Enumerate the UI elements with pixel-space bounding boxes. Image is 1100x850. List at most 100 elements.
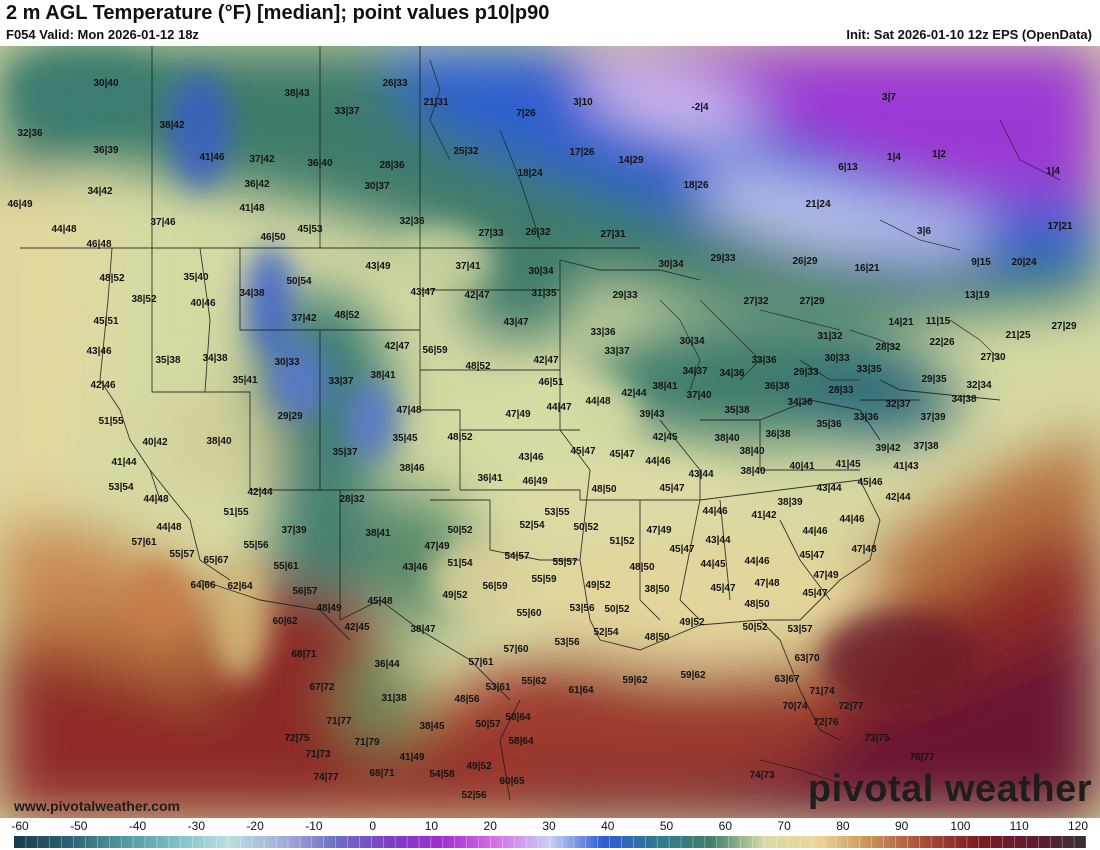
point-value-label: 46|50: [260, 232, 285, 243]
color-scale-legend: -60 -50 -40 -30 -20 -10 0 10 20 30 40 50 60 70 80 90 100…: [0, 818, 1100, 850]
point-value-label: 27|32: [743, 296, 768, 307]
point-value-label: 51|55: [98, 416, 123, 427]
point-value-label: 58|64: [505, 712, 530, 723]
point-value-label: 44|46: [744, 556, 769, 567]
point-value-label: 30|34: [679, 336, 704, 347]
temperature-map[interactable]: 30|40 38|43 26|33 21|31 7|26 3|10 -2|4 3|7 32|36…: [0, 46, 1100, 818]
point-value-label: 18|24: [517, 168, 542, 179]
point-value-label: 31|35: [531, 288, 556, 299]
color-scale-tick: 30: [542, 819, 556, 833]
point-value-label: 45|47: [609, 449, 634, 460]
point-value-label: 30|33: [824, 353, 849, 364]
point-value-label: 37|46: [150, 217, 175, 228]
point-value-label: 52|54: [519, 520, 544, 531]
point-value-label: 44|48: [585, 396, 610, 407]
point-value-label: 38|50: [644, 584, 669, 595]
point-value-label: 11|15: [926, 316, 951, 327]
point-value-label: 72|75: [284, 733, 309, 744]
point-value-label: 68|71: [369, 768, 394, 779]
point-value-label: 49|52: [466, 761, 491, 772]
point-value-label: 53|54: [108, 482, 133, 493]
point-value-label: 58|64: [508, 736, 533, 747]
color-scale-tick: -60: [11, 819, 29, 833]
point-value-label: 37|42: [291, 313, 316, 324]
point-value-label: 35|38: [724, 405, 749, 416]
point-value-label: 41|48: [239, 203, 264, 214]
valid-time: F054 Valid: Mon 2026-01-12 18z: [6, 27, 199, 42]
point-value-label: 28|33: [828, 385, 853, 396]
point-value-label: 59|62: [680, 670, 705, 681]
point-value-label: 74|77: [313, 772, 338, 783]
point-value-label: 29|33: [793, 367, 818, 378]
point-value-label: 34|37: [682, 366, 707, 377]
point-value-label: 37|38: [913, 441, 938, 452]
header: 2 m AGL Temperature (°F) [median]; point…: [0, 0, 1100, 46]
point-value-label: 20|24: [1011, 257, 1036, 268]
point-value-label: 43|47: [410, 287, 435, 298]
point-value-label: 33|36: [590, 327, 615, 338]
point-value-label: 57|61: [468, 657, 493, 668]
point-value-label: 53|57: [787, 624, 812, 635]
point-value-label: 3|6: [917, 226, 931, 237]
point-value-label: 30|34: [658, 259, 683, 270]
point-value-label: 27|29: [1051, 321, 1076, 332]
point-value-label: 50|52: [573, 522, 598, 533]
point-value-label: 27|30: [980, 352, 1005, 363]
point-value-label: 48|50: [629, 562, 654, 573]
point-value-label: 49|52: [442, 590, 467, 601]
point-value-label: 38|41: [652, 381, 677, 392]
point-value-label: 17|26: [569, 147, 594, 158]
color-scale-tick: 60: [718, 819, 733, 833]
point-value-label: 3|7: [882, 92, 896, 103]
point-value-label: 57|61: [131, 537, 156, 548]
point-value-label: 42|47: [464, 290, 489, 301]
point-value-label: 44|45: [700, 559, 725, 570]
point-value-label: 53|56: [554, 637, 579, 648]
point-value-label: 41|45: [835, 459, 860, 470]
point-value-label: 33|37: [328, 376, 353, 387]
point-value-label: 21|25: [1005, 330, 1030, 341]
point-value-label: 63|67: [774, 674, 799, 685]
website-link[interactable]: www.pivotalweather.com: [14, 798, 180, 814]
point-value-label: 18|26: [683, 180, 708, 191]
point-value-label: 36|40: [307, 158, 332, 169]
point-value-label: 67|72: [309, 682, 334, 693]
temperature-field: [0, 46, 1100, 818]
point-value-label: 29|35: [921, 374, 946, 385]
point-value-label: 56|57: [292, 586, 317, 597]
point-value-label: 45|47: [799, 550, 824, 561]
point-value-label: 56|59: [422, 345, 447, 356]
point-value-label: 27|31: [600, 229, 625, 240]
point-value-label: 47|48: [754, 578, 779, 589]
point-value-label: 45|47: [570, 446, 595, 457]
point-value-label: 38|52: [131, 294, 156, 305]
point-value-label: 30|34: [528, 266, 553, 277]
point-value-label: 44|46: [702, 506, 727, 517]
point-value-label: 64|66: [190, 580, 215, 591]
point-value-label: 48|52: [447, 432, 472, 443]
point-value-label: 37|42: [249, 154, 274, 165]
color-scale-tick: 80: [836, 819, 850, 833]
point-value-label: 71|73: [305, 749, 330, 760]
point-value-label: 43|44: [705, 535, 730, 546]
point-value-label: 44|46: [802, 526, 827, 537]
color-scale-tick: -40: [128, 819, 147, 833]
point-value-label: 47|49: [505, 409, 530, 420]
point-value-label: 28|32: [339, 494, 364, 505]
point-value-label: 26|29: [792, 256, 817, 267]
point-value-label: 38|42: [159, 120, 184, 131]
point-value-label: 53|55: [544, 507, 569, 518]
point-value-label: 44|48: [156, 522, 181, 533]
point-value-label: 37|39: [281, 525, 306, 536]
point-value-label: 48|50: [644, 632, 669, 643]
point-value-label: 14|21: [888, 317, 913, 328]
point-value-label: 32|36: [399, 216, 424, 227]
point-value-label: 45|47: [710, 583, 735, 594]
point-value-label: 7|26: [516, 108, 536, 119]
point-value-label: 62|64: [227, 581, 252, 592]
point-value-label: 50|54: [286, 276, 311, 287]
point-value-label: 47|49: [424, 541, 449, 552]
color-scale-tick: -30: [187, 819, 205, 833]
point-value-label: 35|45: [392, 433, 417, 444]
point-value-label: 36|38: [764, 381, 789, 392]
